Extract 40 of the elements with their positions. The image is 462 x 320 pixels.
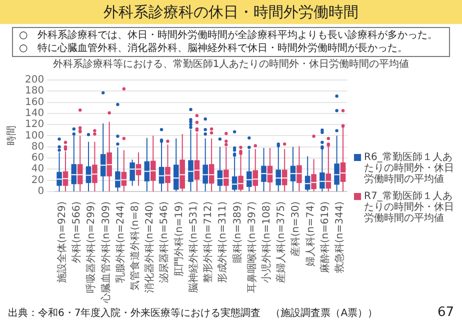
x-tick-label: 乳腺外科(n=244): [114, 201, 126, 284]
text: 67: [437, 305, 454, 320]
x-tick-label: 耳鼻咽喉科(n=397): [246, 201, 258, 294]
x-tick-label: 肛門外科(n=19): [172, 201, 185, 277]
chart-subtitle: 外科系診療科等における、常勤医師1人あたりの時間外・休日労働時間の平均値: [52, 59, 410, 71]
y-tick-label: 80: [31, 141, 44, 152]
y-tick-label: 120: [24, 119, 44, 130]
y-tick-label: 40: [31, 164, 44, 175]
y-tick-label: 60: [31, 152, 44, 164]
y-tick-label: 100: [24, 130, 44, 142]
x-tick-label: 外科(n=566): [70, 201, 83, 264]
y-tick-label: 140: [24, 108, 44, 120]
x-tick-label: 麻酔科(n=619): [318, 201, 331, 274]
x-tick-label: 呼吸器外科(n=299): [85, 201, 98, 294]
x-tick-label: 産婦人科(n=375): [275, 201, 288, 284]
text: ○ 外科系診療科では、休日・時間外労働時間が全診療科平均よりも長い診療科が多かった。: [19, 29, 439, 42]
text: ○ 特に心臓血管外科、消化器外科、脳神経外科で休日・時間外労働時間が長かった。: [19, 42, 409, 55]
x-tick-label: 施設全体(n=929): [56, 201, 68, 284]
x-tick-label: 形成外科(n=311): [216, 201, 229, 284]
x-tick-label: 消化器外科(n=240): [144, 201, 156, 294]
x-tick-label: 小児外科(n=108): [260, 201, 272, 284]
y-axis-title: 時間: [6, 126, 18, 146]
source-note: 出典：令和6・7年度入院・外来医療等における実態調査 （施設調査票（A票））: [8, 306, 378, 320]
y-tick-label: 160: [24, 96, 44, 108]
x-tick-label: 救急科(n=344): [333, 201, 346, 274]
chart-title: 外科系診療科の休日・時間外労働時間: [104, 2, 358, 22]
x-tick-label: 婦人科(n=74): [304, 201, 316, 267]
legend-label: R6_常勤医師１人あたりの時間外・休日労働時間の平均値: [364, 152, 455, 185]
x-tick-label: 眼科(n=389): [231, 201, 244, 264]
y-tick-label: 0: [38, 186, 44, 197]
legend-label: R7_常勤医師１人あたりの時間外・休日労働時間の平均値: [364, 191, 455, 224]
y-tick-label: 200: [24, 74, 44, 86]
x-tick-label: 産科(n=30): [290, 201, 302, 257]
x-tick-label: 気管食道外科(n=8): [129, 201, 142, 290]
x-tick-label: 心臓血管外科(n=309): [100, 201, 112, 304]
y-tick-label: 180: [24, 86, 44, 97]
x-tick-label: 泌尿器科(n=546): [158, 201, 170, 284]
x-tick-label: 脳神経外科(n=531): [187, 201, 200, 294]
x-tick-label: 整形外科(n=712): [202, 201, 214, 284]
y-tick-label: 20: [31, 174, 44, 186]
